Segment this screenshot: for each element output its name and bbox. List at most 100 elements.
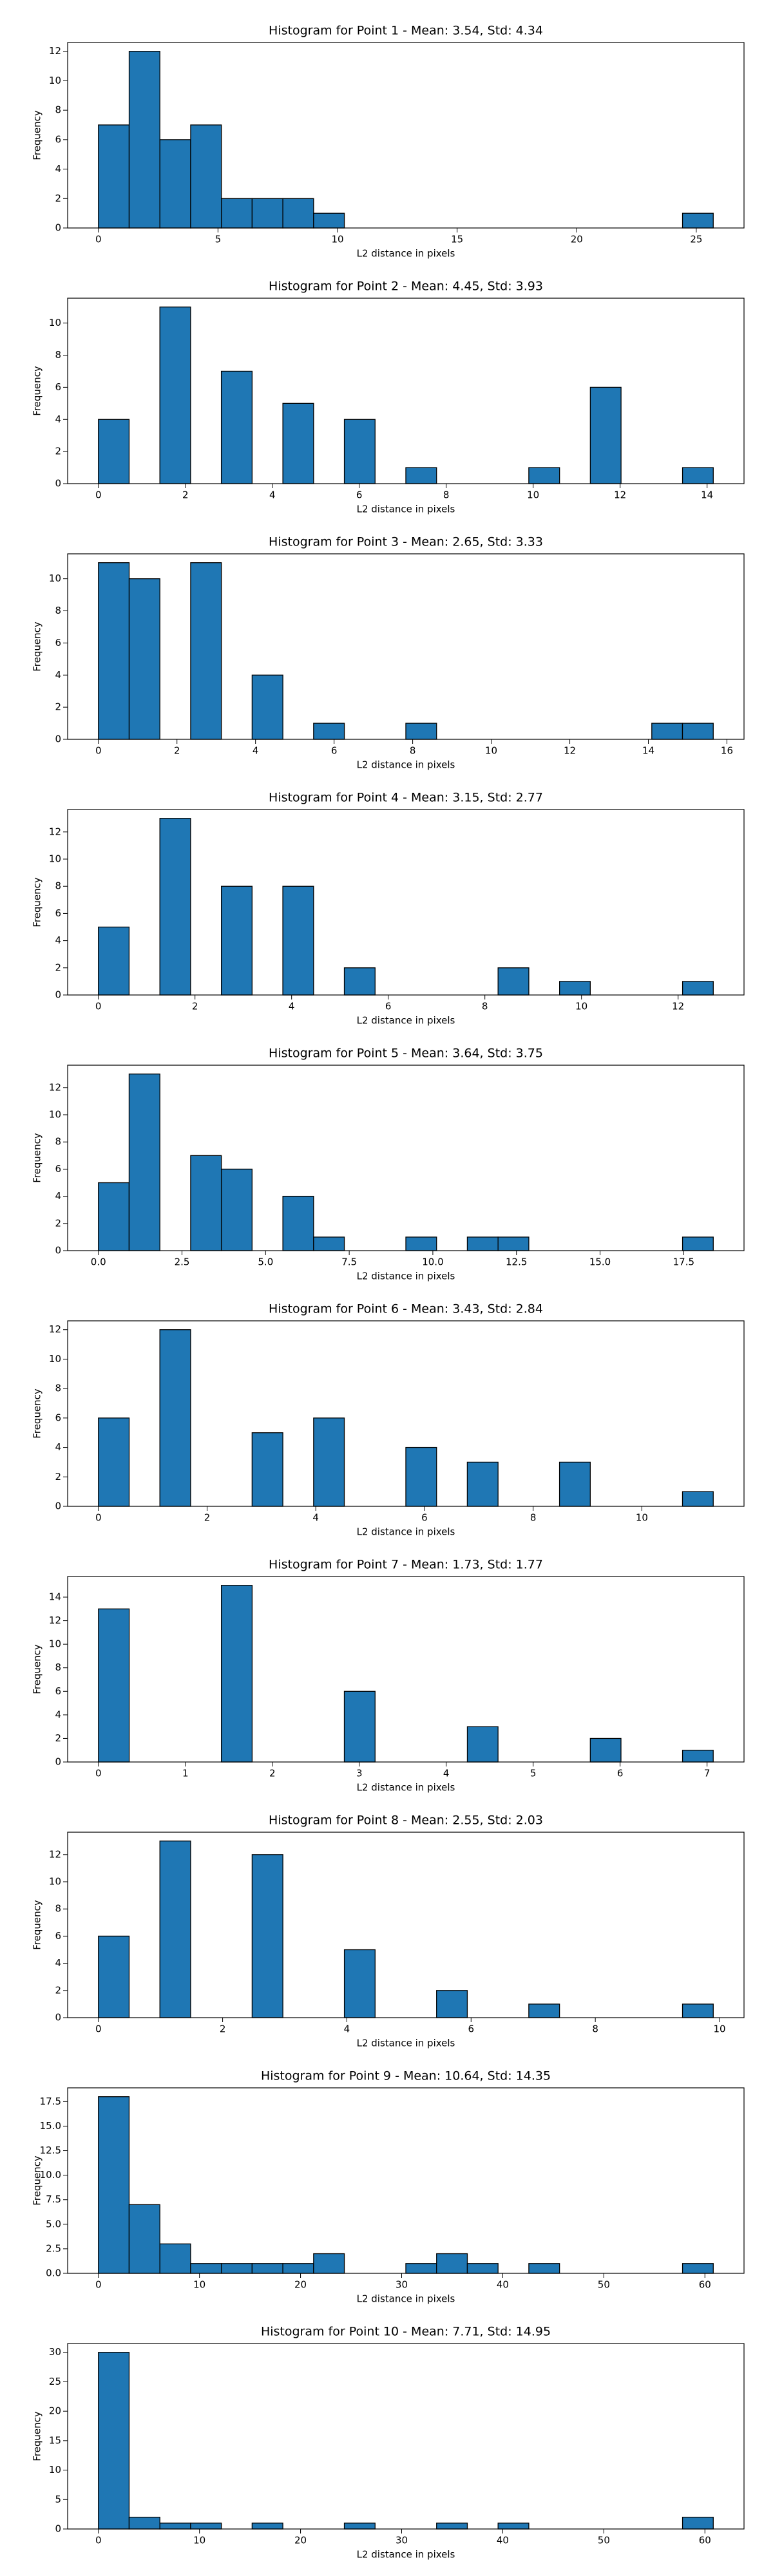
bar (343, 967, 376, 996)
y-tick-label: 12 (49, 45, 61, 57)
y-tick-label: 2 (55, 1471, 61, 1482)
x-tick-label: 8 (592, 2023, 598, 2035)
bar (405, 723, 437, 740)
bar (98, 926, 130, 996)
x-tick-label: 0.0 (91, 1256, 106, 1268)
axes-frame (67, 1576, 745, 1763)
histogram-panel: Histogram for Point 6 - Mean: 3.43, Std:… (32, 1302, 745, 1538)
bar (220, 886, 253, 996)
x-tick-label: 4 (443, 1768, 450, 1779)
bar (497, 1236, 530, 1251)
x-tick-label: 3 (356, 1768, 363, 1779)
y-axis-label: Frequency (32, 877, 43, 927)
x-tick-label: 0 (95, 1768, 102, 1779)
bar (98, 562, 130, 740)
bar (343, 1949, 376, 2018)
axes-frame (67, 42, 745, 229)
x-tick-label: 12.5 (506, 1256, 527, 1268)
y-tick-label: 8 (55, 1383, 61, 1394)
bar (497, 2523, 530, 2530)
x-tick-label: 7.5 (341, 1256, 357, 1268)
bar (436, 2253, 468, 2274)
x-tick-label: 8 (443, 489, 450, 501)
x-tick-label: 12 (672, 1001, 684, 1012)
x-tick-label: 10 (331, 234, 343, 245)
x-tick-label: 20 (294, 2279, 307, 2291)
bar (282, 2263, 314, 2274)
y-tick-label: 0 (55, 734, 61, 745)
bar (98, 2096, 130, 2274)
y-tick-label: 4 (55, 413, 61, 425)
bar (190, 2523, 222, 2530)
histogram-panel: Histogram for Point 10 - Mean: 7.71, Std… (32, 2325, 745, 2561)
x-tick-label: 14 (642, 745, 654, 757)
bar (159, 139, 191, 229)
y-axis-label: Frequency (32, 1900, 43, 1950)
bar (682, 723, 714, 740)
bar (528, 467, 560, 484)
x-tick-label: 0 (95, 1001, 102, 1012)
y-tick-label: 4 (55, 1709, 61, 1720)
chart-title: Histogram for Point 8 - Mean: 2.55, Std:… (269, 1814, 543, 1828)
bar (528, 2003, 560, 2018)
y-tick-label: 2.5 (46, 2242, 61, 2254)
histogram-panel: Histogram for Point 2 - Mean: 4.45, Std:… (32, 279, 745, 515)
bar (128, 51, 160, 229)
bar (343, 1690, 376, 1763)
x-tick-label: 4 (344, 2023, 350, 2035)
bar (497, 967, 530, 996)
y-tick-label: 0 (55, 222, 61, 234)
y-tick-label: 17.5 (40, 2096, 61, 2107)
bar (128, 578, 160, 740)
x-tick-label: 30 (396, 2535, 408, 2546)
x-axis-label: L2 distance in pixels (357, 248, 455, 260)
y-tick-label: 4 (55, 1957, 61, 1969)
x-tick-label: 0 (95, 2279, 102, 2291)
axes-frame (67, 2087, 745, 2274)
y-tick-label: 0 (55, 478, 61, 489)
x-tick-label: 0 (95, 1512, 102, 1524)
bar (282, 1195, 314, 1251)
y-tick-label: 14 (49, 1591, 61, 1603)
bar (128, 2204, 160, 2274)
y-tick-label: 4 (55, 934, 61, 946)
bar (466, 1726, 499, 1763)
x-axis-label: L2 distance in pixels (357, 2549, 455, 2561)
y-tick-label: 12 (49, 1081, 61, 1093)
y-tick-label: 0.0 (46, 2268, 61, 2279)
y-axis-label: Frequency (32, 366, 43, 416)
x-tick-label: 17.5 (673, 1256, 694, 1268)
x-tick-label: 0 (95, 2535, 102, 2546)
y-tick-label: 6 (55, 1930, 61, 1942)
x-tick-label: 50 (598, 2535, 610, 2546)
y-tick-label: 12.5 (40, 2145, 61, 2156)
x-tick-label: 1 (182, 1768, 189, 1779)
bar (313, 723, 345, 740)
x-tick-label: 60 (699, 2535, 711, 2546)
x-tick-label: 4 (253, 745, 259, 757)
y-tick-label: 6 (55, 381, 61, 393)
bar (128, 1074, 160, 1251)
bar (405, 467, 437, 484)
bar (682, 1236, 714, 1251)
bar (282, 886, 314, 996)
x-tick-label: 60 (699, 2279, 711, 2291)
x-tick-label: 10 (485, 745, 497, 757)
bar (343, 2523, 376, 2530)
axes-frame (67, 2343, 745, 2530)
bar (682, 213, 714, 229)
bar (98, 419, 130, 484)
bar (313, 2253, 345, 2274)
chart-title: Histogram for Point 1 - Mean: 3.54, Std:… (269, 24, 543, 38)
x-tick-label: 10.0 (422, 1256, 443, 1268)
x-tick-label: 10 (636, 1512, 648, 1524)
axes-frame (67, 1065, 745, 1251)
y-axis-label: Frequency (32, 1644, 43, 1694)
x-tick-label: 12 (564, 745, 576, 757)
y-tick-label: 6 (55, 637, 61, 649)
bar (651, 723, 683, 740)
x-axis-label: L2 distance in pixels (357, 504, 455, 515)
y-tick-label: 6 (55, 1163, 61, 1175)
x-tick-label: 2 (204, 1512, 211, 1524)
y-tick-label: 8 (55, 104, 61, 116)
